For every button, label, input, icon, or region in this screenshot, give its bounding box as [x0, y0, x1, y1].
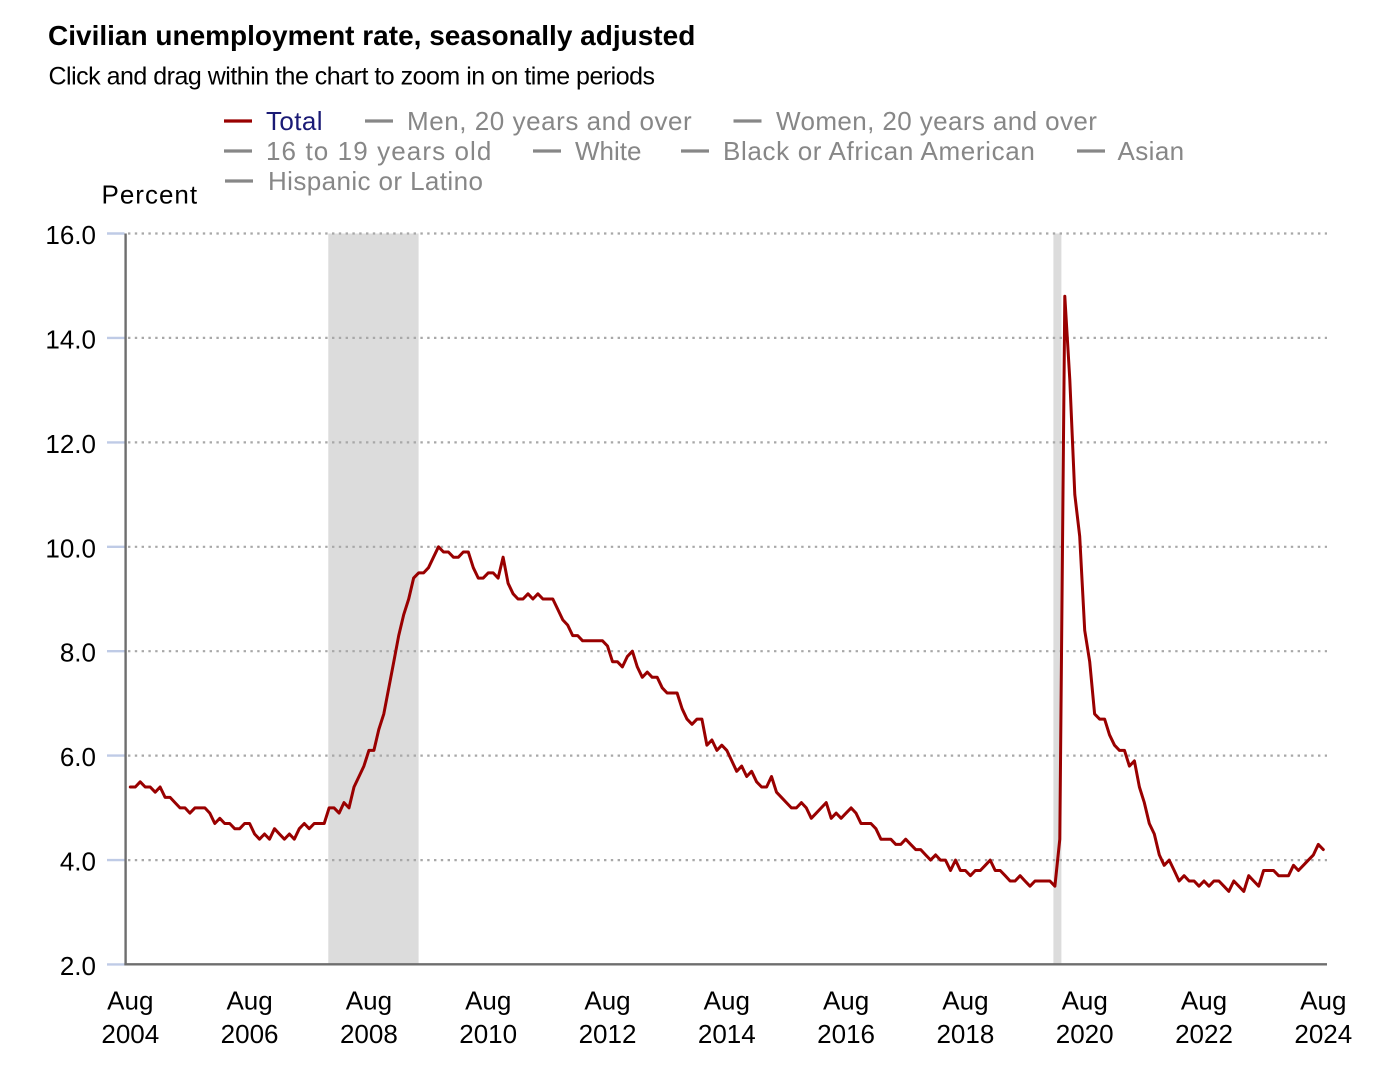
- svg-text:Total: Total: [266, 106, 323, 136]
- svg-text:2.0: 2.0: [60, 951, 96, 981]
- svg-text:Men, 20 years and over: Men, 20 years and over: [407, 106, 692, 136]
- svg-text:4.0: 4.0: [60, 847, 96, 877]
- svg-text:16.0: 16.0: [45, 220, 96, 250]
- svg-text:Aug: Aug: [107, 985, 153, 1015]
- svg-text:Women, 20 years and over: Women, 20 years and over: [776, 106, 1097, 136]
- svg-text:Aug: Aug: [942, 985, 988, 1015]
- svg-text:2022: 2022: [1175, 1019, 1233, 1049]
- svg-text:Aug: Aug: [584, 985, 630, 1015]
- svg-text:2006: 2006: [221, 1019, 279, 1049]
- svg-text:Hispanic or Latino: Hispanic or Latino: [268, 166, 483, 196]
- svg-text:Aug: Aug: [226, 985, 272, 1015]
- svg-text:2010: 2010: [459, 1019, 517, 1049]
- svg-text:8.0: 8.0: [60, 638, 96, 668]
- svg-text:White: White: [575, 136, 641, 166]
- svg-text:Aug: Aug: [1300, 985, 1346, 1015]
- svg-text:Aug: Aug: [1062, 985, 1108, 1015]
- svg-text:Aug: Aug: [1181, 985, 1227, 1015]
- svg-text:Percent: Percent: [102, 180, 199, 210]
- svg-text:2004: 2004: [101, 1019, 159, 1049]
- svg-text:Click and drag within the char: Click and drag within the chart to zoom …: [49, 62, 655, 90]
- svg-text:Aug: Aug: [346, 985, 392, 1015]
- svg-text:2018: 2018: [936, 1019, 994, 1049]
- svg-text:2014: 2014: [698, 1019, 756, 1049]
- svg-text:2008: 2008: [340, 1019, 398, 1049]
- svg-text:2016: 2016: [817, 1019, 875, 1049]
- svg-text:2024: 2024: [1294, 1019, 1352, 1049]
- svg-text:Civilian unemployment rate, se: Civilian unemployment rate, seasonally a…: [48, 20, 695, 51]
- svg-text:Aug: Aug: [704, 985, 750, 1015]
- svg-text:Black or African American: Black or African American: [723, 136, 1035, 166]
- svg-text:16 to 19 years old: 16 to 19 years old: [266, 136, 493, 166]
- svg-text:Asian: Asian: [1118, 136, 1185, 166]
- svg-text:12.0: 12.0: [45, 429, 96, 459]
- svg-text:Aug: Aug: [465, 985, 511, 1015]
- svg-text:2020: 2020: [1056, 1019, 1114, 1049]
- svg-text:14.0: 14.0: [45, 324, 96, 354]
- svg-text:Aug: Aug: [823, 985, 869, 1015]
- svg-text:6.0: 6.0: [60, 742, 96, 772]
- svg-text:10.0: 10.0: [45, 533, 96, 563]
- svg-text:2012: 2012: [579, 1019, 637, 1049]
